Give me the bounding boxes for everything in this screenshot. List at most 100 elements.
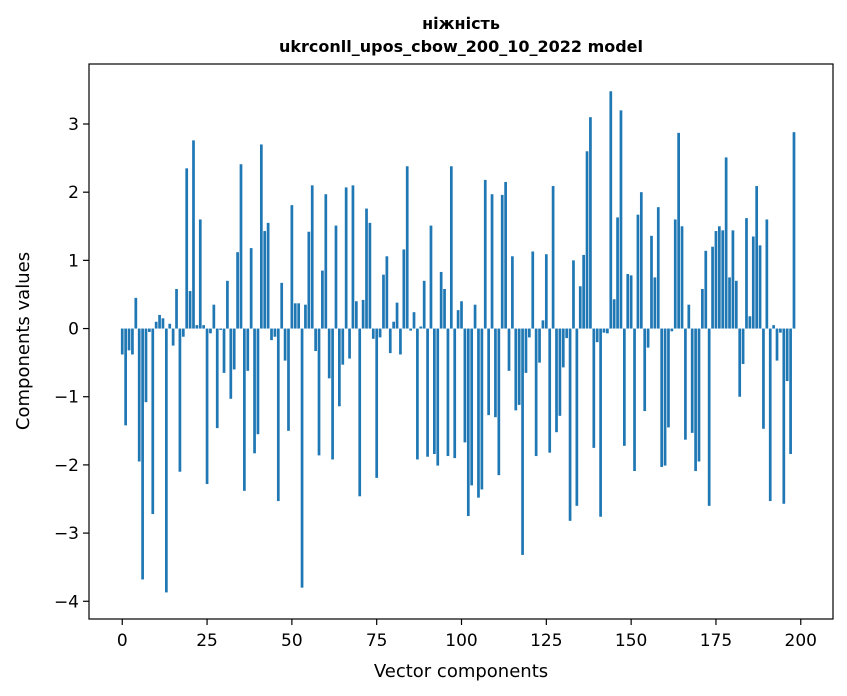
- y-tick-label: −4: [54, 592, 79, 612]
- bar-41: [259, 144, 263, 329]
- bar-29: [219, 328, 222, 330]
- bar-181: [734, 280, 738, 329]
- bar-136: [582, 254, 585, 329]
- bar-76: [378, 328, 382, 338]
- bar-8: [148, 328, 151, 332]
- bar-137: [585, 151, 589, 329]
- bar-77: [382, 274, 385, 329]
- x-axis-label: Vector components: [374, 661, 548, 682]
- bar-47: [280, 282, 284, 329]
- bar-152: [636, 214, 640, 329]
- bar-25: [205, 328, 209, 484]
- bar-124: [541, 320, 545, 329]
- bar-4: [134, 297, 138, 329]
- bar-9: [151, 328, 155, 514]
- bar-95: [443, 289, 446, 329]
- bar-140: [595, 328, 599, 343]
- bar-193: [775, 328, 779, 361]
- bar-127: [551, 186, 555, 329]
- bar-50: [290, 205, 294, 329]
- bar-100: [460, 301, 463, 329]
- bar-134: [575, 328, 579, 506]
- x-tick-label: 75: [366, 631, 388, 651]
- bar-67: [348, 328, 351, 359]
- bar-22: [195, 325, 199, 329]
- bar-186: [751, 236, 755, 329]
- bar-87: [416, 328, 419, 460]
- bar-189: [762, 328, 765, 429]
- bar-55: [307, 231, 311, 329]
- bar-133: [572, 260, 575, 329]
- x-tick-label: 125: [530, 631, 562, 651]
- bar-61: [327, 328, 331, 379]
- bar-10: [154, 321, 158, 329]
- bar-125: [544, 254, 548, 329]
- bar-174: [711, 246, 714, 329]
- x-tick-label: 0: [117, 631, 128, 651]
- bar-113: [504, 181, 507, 329]
- bar-20: [188, 291, 192, 329]
- bar-54: [304, 304, 307, 329]
- bar-18: [181, 328, 185, 337]
- bar-156: [650, 235, 653, 329]
- bar-93: [436, 328, 440, 466]
- bar-158: [656, 207, 660, 329]
- bar-105: [477, 328, 480, 498]
- bar-190: [765, 219, 769, 329]
- bar-84: [405, 166, 409, 329]
- bar-178: [724, 157, 728, 329]
- bar-64: [338, 328, 341, 407]
- bar-65: [341, 328, 345, 365]
- bar-198: [792, 132, 796, 329]
- y-axis-label: Components values: [13, 252, 34, 430]
- bar-34: [236, 252, 239, 329]
- bar-27: [212, 304, 216, 329]
- bar-149: [626, 274, 630, 329]
- bar-111: [497, 328, 501, 476]
- bar-108: [487, 328, 490, 416]
- bar-106: [480, 328, 484, 490]
- bar-78: [385, 256, 389, 329]
- y-tick-label: 1: [68, 251, 79, 271]
- bar-175: [714, 231, 718, 329]
- bar-160: [663, 328, 667, 466]
- bar-72: [365, 208, 368, 329]
- bar-194: [779, 328, 782, 333]
- bar-192: [772, 325, 775, 329]
- bar-14: [168, 323, 172, 329]
- bar-38: [249, 248, 253, 329]
- bar-83: [402, 249, 406, 329]
- bar-99: [456, 310, 460, 329]
- bar-130: [561, 328, 565, 368]
- x-tick-label: 200: [785, 631, 817, 651]
- bar-132: [568, 328, 572, 521]
- bar-60: [324, 194, 328, 329]
- bar-121: [531, 251, 535, 329]
- bar-31: [226, 280, 229, 329]
- bar-119: [524, 328, 528, 373]
- bar-42: [263, 231, 267, 329]
- bars: [120, 91, 796, 593]
- bar-185: [748, 316, 752, 329]
- bar-161: [667, 328, 670, 428]
- y-tick-label: −3: [54, 524, 79, 544]
- bar-45: [273, 328, 277, 337]
- bar-58: [317, 328, 321, 456]
- bar-177: [721, 230, 725, 329]
- bar-0: [120, 328, 124, 355]
- bar-90: [426, 328, 429, 457]
- bar-126: [548, 328, 552, 453]
- bar-154: [643, 328, 647, 412]
- bar-82: [399, 328, 402, 355]
- bar-12: [161, 318, 165, 329]
- bar-197: [789, 328, 792, 454]
- bar-33: [232, 328, 236, 370]
- bar-162: [670, 328, 674, 332]
- bar-49: [287, 328, 290, 431]
- bar-143: [606, 328, 609, 334]
- bar-159: [660, 328, 664, 467]
- bar-165: [680, 226, 684, 329]
- bar-68: [351, 185, 355, 329]
